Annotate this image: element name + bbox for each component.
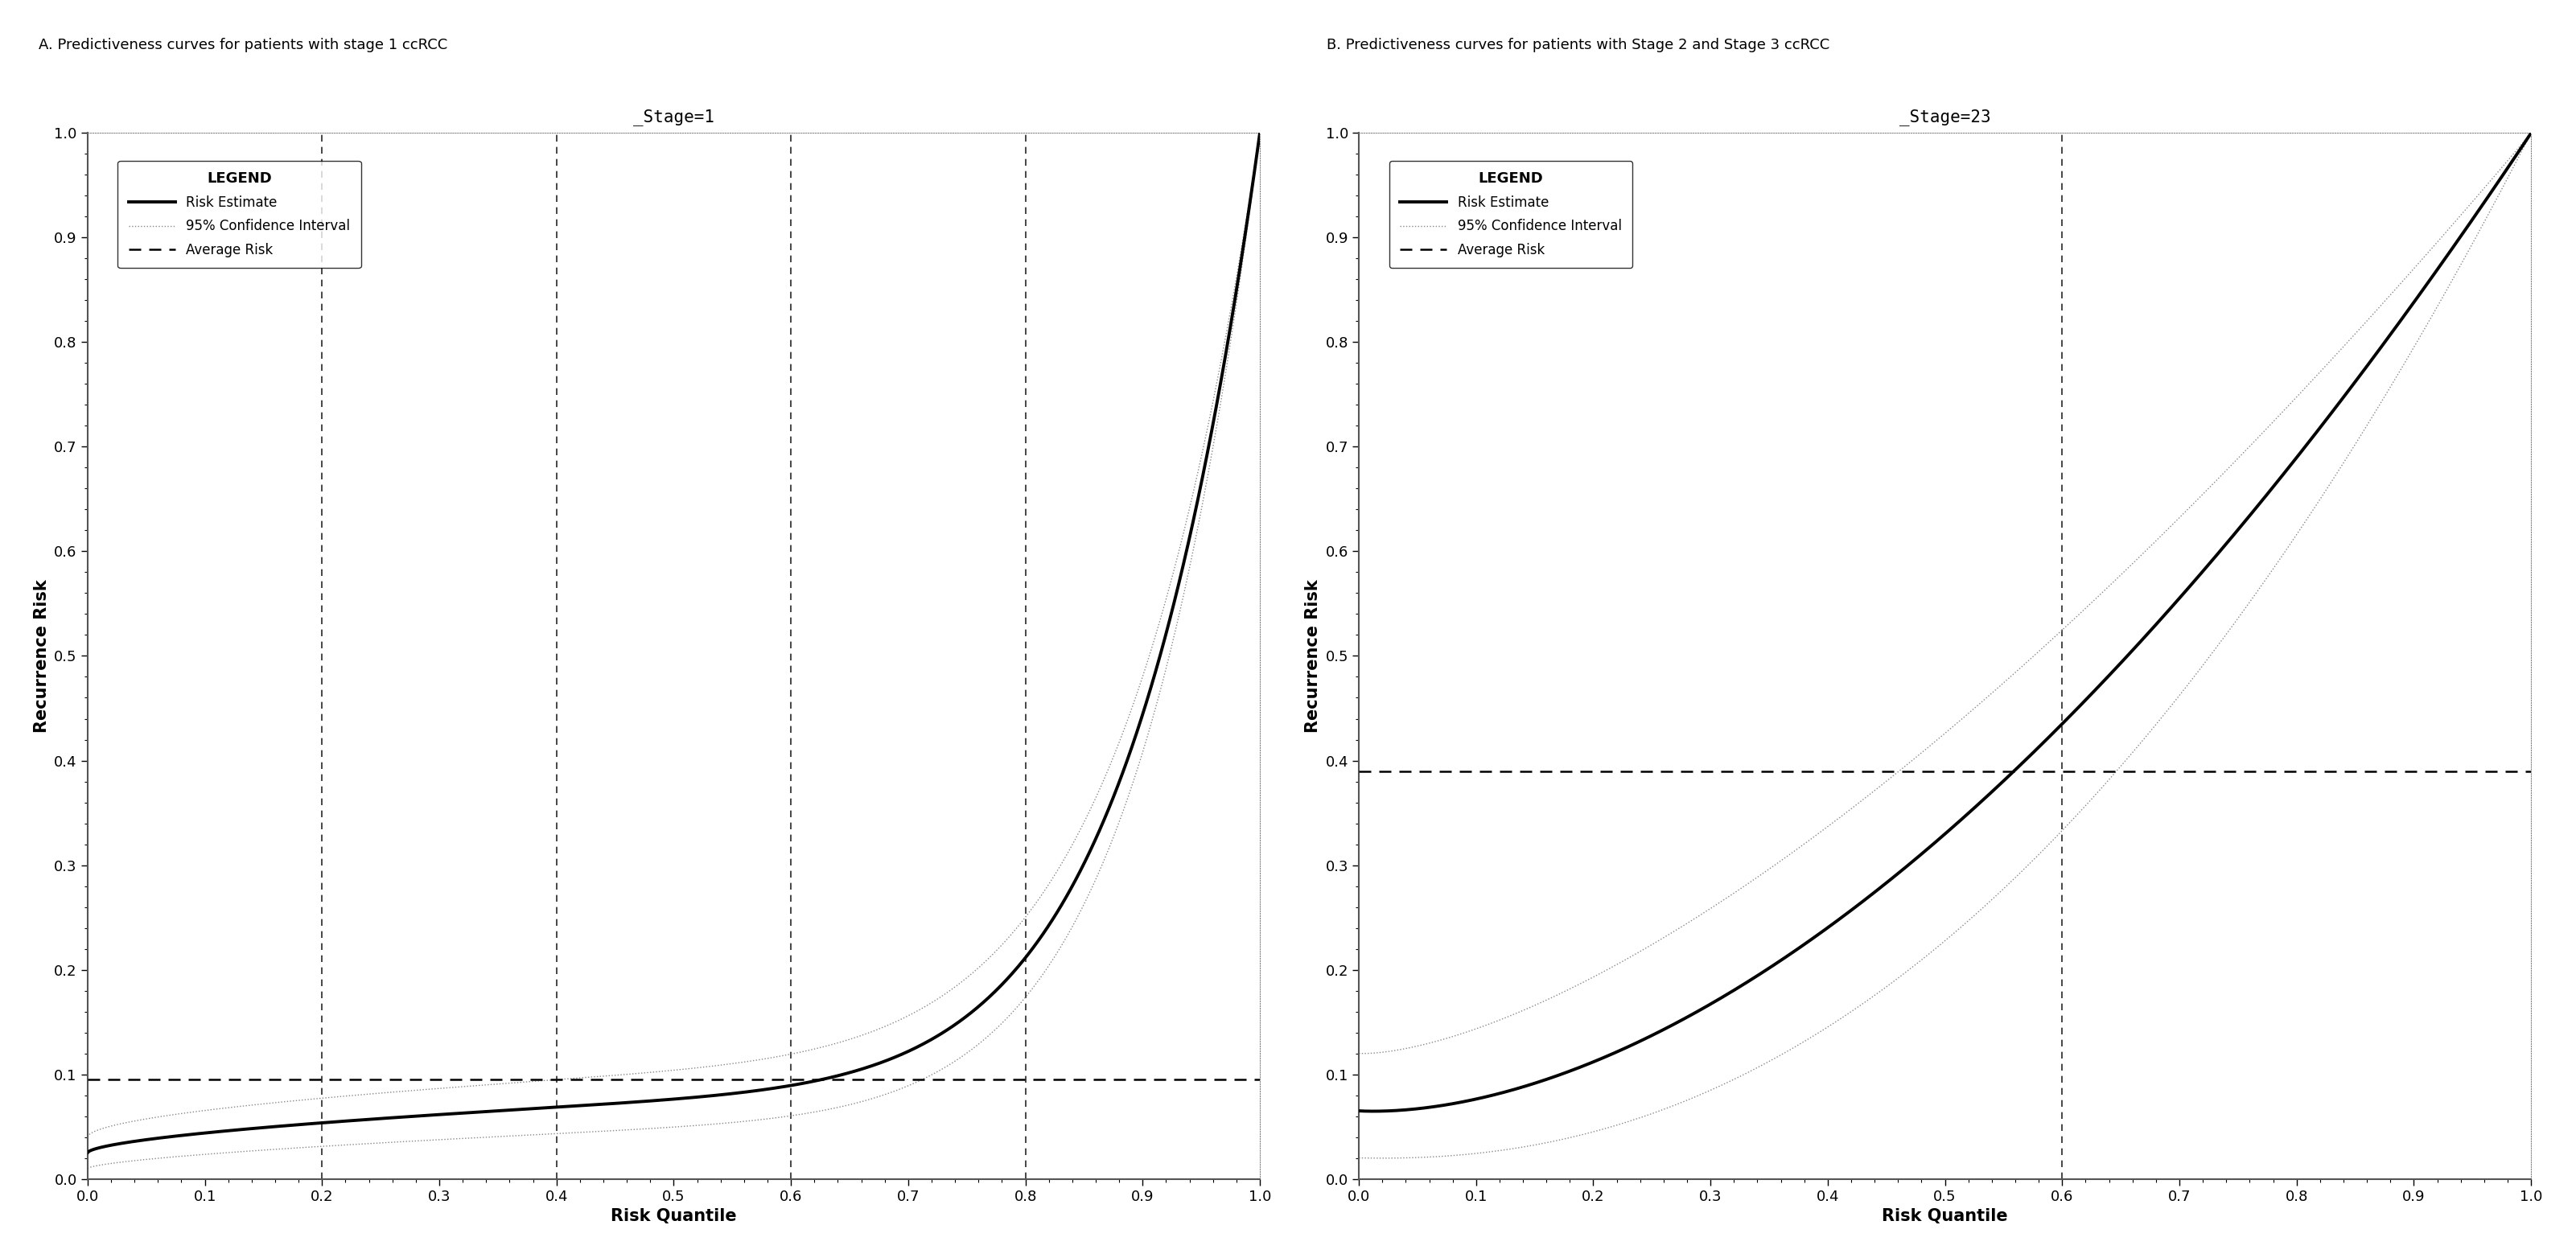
Legend: Risk Estimate, 95% Confidence Interval, Average Risk: Risk Estimate, 95% Confidence Interval, … <box>118 161 361 268</box>
Title: _Stage=1: _Stage=1 <box>634 109 714 126</box>
Y-axis label: Recurrence Risk: Recurrence Risk <box>1306 579 1321 732</box>
Text: A. Predictiveness curves for patients with stage 1 ccRCC: A. Predictiveness curves for patients wi… <box>39 38 448 53</box>
Y-axis label: Recurrence Risk: Recurrence Risk <box>33 579 49 732</box>
X-axis label: Risk Quantile: Risk Quantile <box>611 1209 737 1224</box>
Text: B. Predictiveness curves for patients with Stage 2 and Stage 3 ccRCC: B. Predictiveness curves for patients wi… <box>1327 38 1829 53</box>
X-axis label: Risk Quantile: Risk Quantile <box>1883 1209 2007 1224</box>
Legend: Risk Estimate, 95% Confidence Interval, Average Risk: Risk Estimate, 95% Confidence Interval, … <box>1388 161 1633 268</box>
Title: _Stage=23: _Stage=23 <box>1899 109 1991 126</box>
